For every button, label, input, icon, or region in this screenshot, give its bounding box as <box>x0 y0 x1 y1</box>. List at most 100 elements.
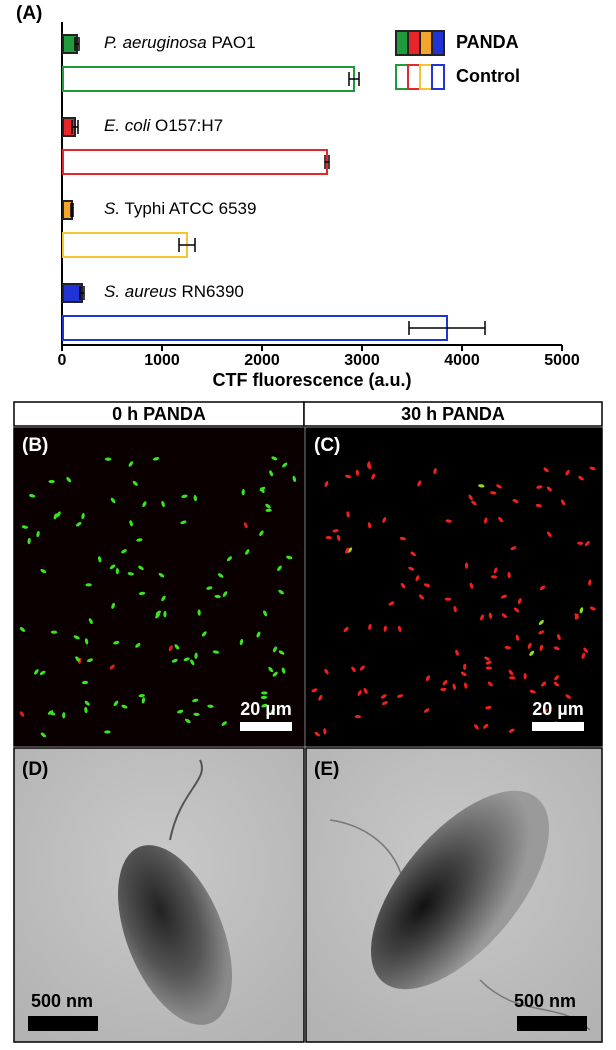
cell-dot <box>256 631 261 638</box>
cell-dot <box>578 475 584 481</box>
error-bar <box>178 238 196 252</box>
cell-dot <box>34 669 39 675</box>
cell-dot <box>539 644 544 652</box>
cell-dot <box>415 575 420 582</box>
cell-dot <box>86 658 94 663</box>
cell-dot <box>168 645 173 652</box>
scale-bar <box>240 722 292 731</box>
cell-dot <box>468 494 473 501</box>
cell-dot <box>483 517 488 524</box>
cell-dot <box>222 591 228 597</box>
legend-label: Control <box>456 66 520 86</box>
cell-dot <box>444 597 452 601</box>
strain: RN6390 <box>182 282 244 301</box>
x-tick-label: 0 <box>58 352 67 369</box>
cell-dot <box>408 566 415 571</box>
cell-dot <box>40 569 47 574</box>
species: E. coli <box>104 116 152 135</box>
cell-dot <box>351 666 356 673</box>
cell-dot <box>553 681 560 687</box>
cell-dot <box>268 666 274 673</box>
cell-dot <box>47 710 54 715</box>
cell-dot <box>510 546 517 551</box>
cell-dot <box>543 467 549 473</box>
cell-dot <box>104 457 112 461</box>
panel-label: (E) <box>314 759 339 780</box>
cell-dot <box>152 457 160 461</box>
cell-dot <box>554 675 559 681</box>
cell-dot <box>221 721 227 726</box>
cell-dot <box>574 613 579 620</box>
cell-dot <box>121 549 127 554</box>
x-tick-label: 5000 <box>544 352 580 369</box>
x-tick-label: 4000 <box>444 352 480 369</box>
cell-dot <box>529 650 535 656</box>
cell-dot <box>367 461 371 468</box>
cell-dot <box>507 571 511 579</box>
cell-dot <box>536 485 543 489</box>
cell-dot <box>239 638 244 646</box>
category-label: S. Typhi ATCC 6539 <box>104 199 256 218</box>
cell-dot <box>260 695 268 700</box>
cell-dot <box>113 640 120 645</box>
image-b <box>13 427 305 747</box>
cell-dot <box>397 625 402 632</box>
cell-dot <box>433 467 437 475</box>
cell-dot <box>136 538 143 542</box>
cell-dot <box>261 691 268 695</box>
cell-dot <box>269 470 274 477</box>
cell-dot <box>487 681 493 687</box>
cell-dot <box>217 573 224 578</box>
cell-dot <box>388 601 395 606</box>
cell-dot <box>39 670 46 676</box>
cell-dot <box>75 656 80 662</box>
cell-dot <box>354 715 362 719</box>
cell-dot <box>161 595 166 602</box>
cell-dot <box>278 589 284 595</box>
cell-dot <box>138 591 146 596</box>
cell-dot <box>382 516 387 524</box>
cell-dot <box>193 712 200 716</box>
flagellum <box>169 759 203 841</box>
cell-dot <box>501 613 508 619</box>
error-bar <box>408 321 486 335</box>
cell-dot <box>584 541 590 547</box>
legend-swatch <box>419 64 433 90</box>
cell-dot <box>66 477 72 483</box>
cell-dot <box>277 565 282 572</box>
cell-dot <box>171 658 178 663</box>
cell-dot <box>56 511 61 518</box>
cell-dot <box>84 700 90 706</box>
cell-dot <box>577 541 584 545</box>
legend-swatch <box>419 30 433 56</box>
cell-dot <box>19 627 26 632</box>
cell-dot <box>259 530 264 537</box>
cell-dot <box>323 728 327 735</box>
cell-dot <box>292 475 297 483</box>
legend-swatch <box>395 30 409 56</box>
cell-dot <box>560 499 566 506</box>
cell-dot <box>62 712 66 719</box>
cell-dot <box>318 694 323 701</box>
cell-dot <box>193 494 197 502</box>
cell-dot <box>110 497 116 504</box>
cell-dot <box>50 630 58 634</box>
cell-dot <box>184 718 191 724</box>
cell-dot <box>181 494 188 499</box>
species: P. aeruginosa <box>104 33 207 52</box>
error-bar <box>79 286 85 300</box>
cell-dot <box>488 612 493 619</box>
cell-dot <box>383 625 387 632</box>
cell-dot <box>442 680 448 686</box>
strain: PAO1 <box>211 33 255 52</box>
legend-label: PANDA <box>456 32 519 52</box>
cell-dot <box>270 708 276 714</box>
scale-bar <box>532 722 584 731</box>
cell-dot <box>346 511 350 518</box>
cell-dot <box>135 642 141 648</box>
cell-dot <box>142 501 147 508</box>
cell-dot <box>81 680 89 685</box>
cell-dot <box>138 694 145 698</box>
cell-dot <box>464 682 468 689</box>
